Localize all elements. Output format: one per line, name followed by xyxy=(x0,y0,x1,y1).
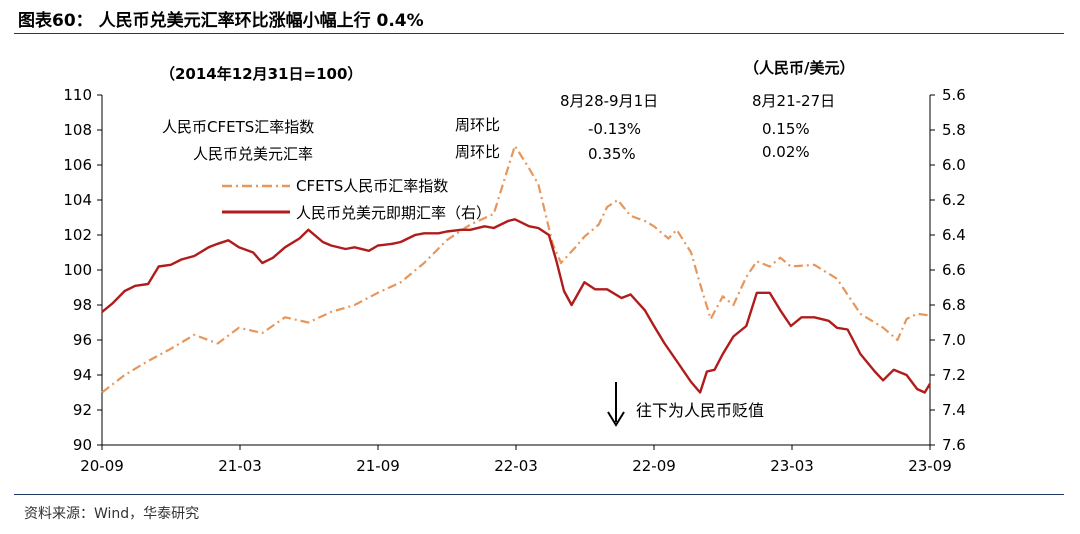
footer-rule xyxy=(14,494,1064,495)
y-right-tick-label: 6.0 xyxy=(942,156,966,174)
y-right-tick-label: 6.2 xyxy=(942,191,966,209)
table-row-label-1: 人民币CFETS汇率指数 xyxy=(162,118,314,136)
right-axis-note: （人民币/美元） xyxy=(744,59,854,77)
chart-series xyxy=(101,144,932,394)
legend-label-spot: 人民币兑美元即期汇率（右） xyxy=(296,204,491,222)
chart-axes: 90 92 94 96 98 100 102 104 106 108 110 5.6 5.8 6.0 6.2… xyxy=(63,86,966,475)
table-row-metric-1: 周环比 xyxy=(455,116,500,134)
table-value-2-1: 0.35% xyxy=(588,145,636,163)
table-value-1-1: -0.13% xyxy=(588,120,641,138)
y-left-tick-label: 110 xyxy=(63,86,92,104)
series-line-usdcny xyxy=(101,218,932,394)
annotation-text: 往下为人民币贬值 xyxy=(636,401,764,420)
x-tick-label: 22-09 xyxy=(632,457,676,475)
left-axis-note: （2014年12月31日=100） xyxy=(160,65,362,83)
table-row-label-2: 人民币兑美元汇率 xyxy=(193,145,313,163)
table-value-2-2: 0.02% xyxy=(762,143,810,161)
legend-label-cfets: CFETS人民币汇率指数 xyxy=(296,177,448,195)
x-tick-label: 22-03 xyxy=(494,457,538,475)
x-tick-label: 20-09 xyxy=(80,457,124,475)
y-right-tick-label: 6.6 xyxy=(942,261,966,279)
y-left-tick-label: 94 xyxy=(73,366,92,384)
x-tick-label: 21-09 xyxy=(356,457,400,475)
y-right-tick-label: 6.4 xyxy=(942,226,966,244)
x-tick-label: 23-09 xyxy=(908,457,952,475)
chart-title: 图表60： 人民币兑美元汇率环比涨幅小幅上行 0.4% xyxy=(18,11,424,31)
x-tick-label: 23-03 xyxy=(770,457,814,475)
y-right-tick-label: 6.8 xyxy=(942,296,966,314)
table-col-header-2: 8月21-27日 xyxy=(752,92,835,110)
y-right-tick-label: 7.0 xyxy=(942,331,966,349)
y-left-tick-label: 90 xyxy=(73,436,92,454)
source-note: 资料来源：Wind，华泰研究 xyxy=(24,506,200,522)
y-left-tick-label: 106 xyxy=(63,156,92,174)
series-line-cfets xyxy=(101,144,931,394)
y-left-tick-label: 92 xyxy=(73,401,92,419)
y-left-tick-label: 98 xyxy=(73,296,92,314)
y-right-tick-label: 7.2 xyxy=(942,366,966,384)
table-col-header-1: 8月28-9月1日 xyxy=(560,92,658,110)
y-left-tick-label: 108 xyxy=(63,121,92,139)
x-tick-label: 21-03 xyxy=(218,457,262,475)
y-right-tick-label: 7.4 xyxy=(942,401,966,419)
table-value-1-2: 0.15% xyxy=(762,120,810,138)
y-right-tick-label: 5.8 xyxy=(942,121,966,139)
change-table: 8月28-9月1日 8月21-27日 人民币CFETS汇率指数 周环比 -0.1… xyxy=(162,92,835,163)
y-right-tick-label: 7.6 xyxy=(942,436,966,454)
depreciation-annotation: 往下为人民币贬值 xyxy=(607,382,764,427)
y-right-tick-label: 5.6 xyxy=(942,86,966,104)
y-left-tick-label: 104 xyxy=(63,191,92,209)
y-left-tick-label: 100 xyxy=(63,261,92,279)
down-arrow-head-icon xyxy=(607,411,625,427)
title-rule xyxy=(14,33,1064,34)
y-left-tick-label: 96 xyxy=(73,331,92,349)
y-left-tick-label: 102 xyxy=(63,226,92,244)
legend: CFETS人民币汇率指数 人民币兑美元即期汇率（右） xyxy=(222,177,491,222)
table-row-metric-2: 周环比 xyxy=(455,143,500,161)
